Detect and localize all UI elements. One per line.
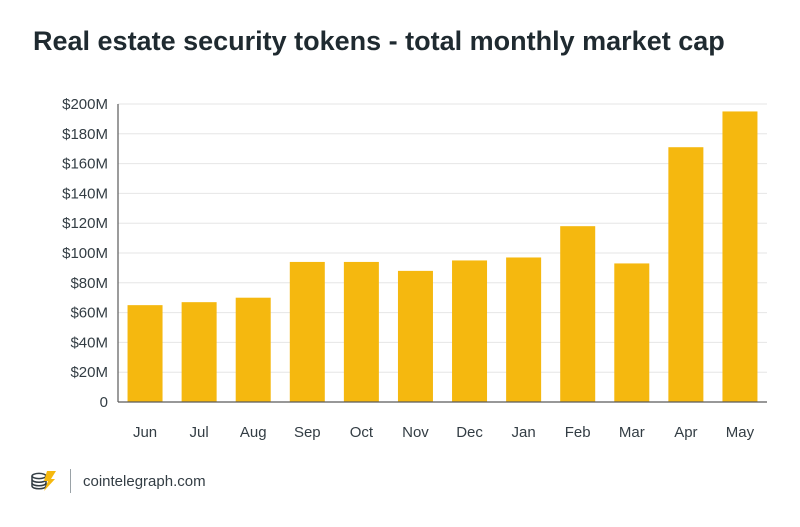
y-tick-label: 0 [100, 394, 108, 411]
y-tick-label: $60M [70, 305, 108, 322]
x-tick-label: Sep [294, 424, 321, 441]
brand-link[interactable]: cointelegraph.com [83, 472, 206, 490]
y-tick-label: $120M [62, 215, 108, 232]
cointelegraph-logo-icon [31, 471, 56, 491]
x-tick-label: Aug [240, 424, 267, 441]
y-tick-label: $40M [70, 334, 108, 351]
x-tick-label: Nov [402, 424, 429, 441]
bar [235, 297, 271, 402]
bar [452, 260, 488, 402]
footer-divider [70, 469, 71, 493]
x-tick-label: Mar [619, 424, 645, 441]
y-tick-label: $200M [62, 96, 108, 113]
bar [397, 270, 433, 402]
y-tick-label: $160M [62, 156, 108, 173]
x-tick-label: Jul [190, 424, 209, 441]
bar [127, 305, 163, 402]
x-tick-label: Jan [512, 424, 536, 441]
y-tick-label: $140M [62, 185, 108, 202]
y-tick-label: $80M [70, 275, 108, 292]
y-tick-label: $100M [62, 245, 108, 262]
bar [560, 226, 596, 402]
bar [668, 147, 704, 402]
x-tick-label: May [726, 424, 755, 441]
x-tick-label: Apr [674, 424, 697, 441]
x-tick-label: Oct [350, 424, 374, 441]
bar [614, 263, 650, 402]
bar [289, 261, 325, 402]
y-tick-label: $180M [62, 126, 108, 143]
y-tick-label: $20M [70, 364, 108, 381]
x-tick-label: Feb [565, 424, 591, 441]
bar [343, 261, 379, 402]
bar [506, 257, 542, 402]
bar [722, 111, 758, 402]
bar [181, 302, 217, 402]
footer: cointelegraph.com [30, 468, 206, 494]
x-tick-label: Dec [456, 424, 483, 441]
x-tick-label: Jun [133, 424, 157, 441]
chart-title: Real estate security tokens - total mont… [33, 26, 725, 56]
